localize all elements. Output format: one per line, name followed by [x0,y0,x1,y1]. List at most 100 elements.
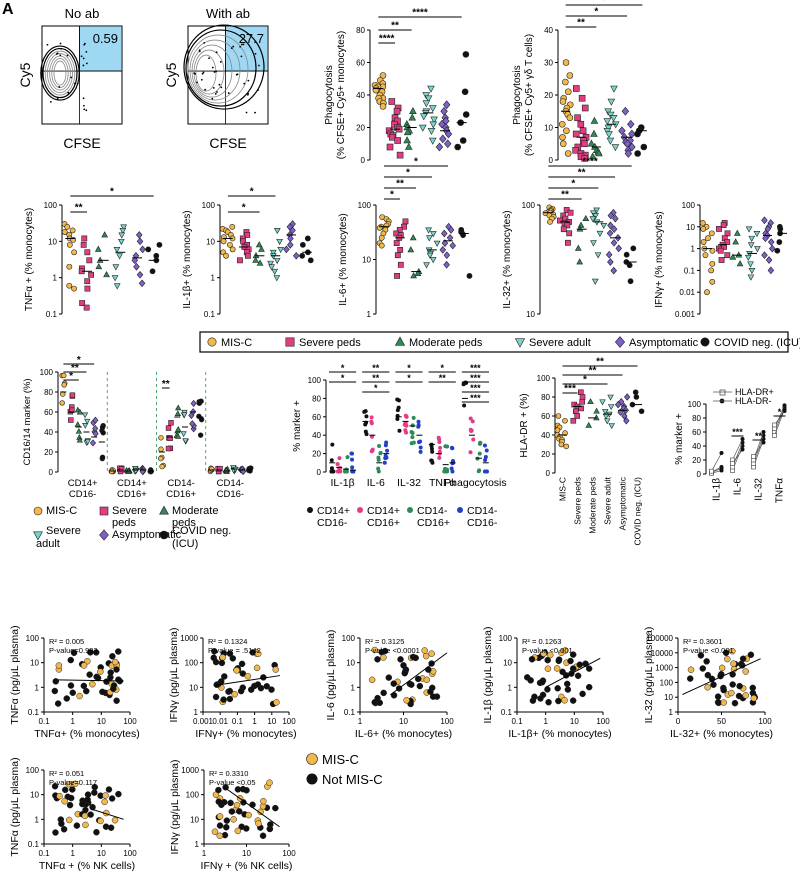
data-point [65,780,73,788]
data-point [433,240,441,247]
event-dot [254,111,256,114]
data-point [81,412,89,419]
p-value: P-value <0.001 [522,646,573,655]
data-point [59,400,65,406]
data-point [609,115,618,122]
r-squared: R² = 0.051 [49,769,84,778]
data-point [578,389,584,396]
contour-line [191,44,233,98]
significance-label: * [341,363,345,373]
chart-ifng-mono: 0.001 0.01 0.1 1 10 100 IFNγ+ (% monocytes) [654,201,787,319]
data-point [89,439,97,447]
data-point [728,689,735,697]
y-tick-label: 60 [692,428,701,437]
data-point [634,150,641,157]
legend-marker [159,505,169,515]
data-point [407,246,415,253]
group-label: MIS-C [558,477,568,501]
data-point [369,415,374,420]
y-tick-label: 40 [541,431,550,440]
data-point [555,697,562,705]
data-point [67,794,75,802]
legend-marker [207,337,217,347]
data-point [422,652,430,660]
data-point [409,107,417,114]
data-point [397,247,404,253]
data-point [350,457,355,462]
data-point [441,239,449,247]
data-point [273,257,281,265]
event-dot [219,61,222,63]
data-point [590,240,597,247]
data-point [427,128,436,135]
significance-label: **** [582,157,598,168]
y-tick-label: 10 [544,124,553,133]
data-point [428,137,437,145]
data-point [237,257,243,264]
y-tick-label: 60 [312,413,321,422]
y-tick-label: 20 [541,450,550,459]
data-point [446,233,454,242]
x-tick-label: 10 [97,849,106,858]
event-dot [240,55,243,58]
data-point [421,647,428,654]
data-point [225,688,232,695]
data-point [223,252,229,259]
y-tick-label: 0.1 [28,840,40,849]
data-point [559,133,566,141]
data-point [376,457,381,462]
data-point [430,460,435,465]
legend-label: COVID neg. (ICU) [714,337,800,349]
fit-line [57,679,124,682]
data-point [180,431,187,438]
legend-marker [99,506,109,516]
data-point [234,827,242,835]
chart-corr-ifng-mono: 1 10 100 1000 0.001 0.01 0.1 1 10 100 R² = 0.1324P… [168,628,297,740]
pair-line [711,452,722,472]
data-point [443,251,451,260]
y-axis-label: TNFα + (% monocytes) [24,208,35,311]
y-tick-label: 1 [35,815,40,824]
event-dot [83,104,85,107]
data-point [418,124,427,132]
data-point [558,120,566,128]
data-point [82,821,89,829]
legend-marker [306,753,318,765]
data-point [66,801,74,809]
y-tick-label: 40 [312,431,321,440]
data-point [113,247,121,254]
y-tick-label: 20 [544,91,553,100]
data-point [425,247,433,254]
data-point [414,675,422,683]
data-point [380,689,387,697]
data-point [156,241,163,248]
y-tick-label: 100 [185,659,199,668]
x-axis-label: IL-32+ (% monocytes) [670,728,773,740]
flow-title: With ab [206,6,250,21]
data-point [720,222,727,228]
data-point [612,214,619,223]
significance-label: ** [75,203,83,214]
y-tick-label: 100 [522,201,536,210]
data-point [577,221,585,228]
data-point [350,451,355,456]
event-dot [73,82,76,85]
data-point [573,408,579,415]
chart-cd16-14-subsets: 020406080100CD14+CD16-CD14+CD16+CD14-CD1… [22,355,254,550]
y-axis-label: IFNγ (pg/μL plasma) [169,760,181,855]
data-point [594,252,602,259]
significance-label: * [778,407,782,417]
y-tick-label: 60 [541,412,550,421]
data-point [376,466,381,471]
data-point [138,279,146,288]
contour-line [195,54,217,92]
y-tick-label: 0.1 [501,708,513,717]
data-point [139,245,146,254]
data-point [240,238,247,245]
data-point [607,211,615,220]
data-point [724,230,731,237]
data-point [562,647,569,654]
y-tick-label: 1 [691,245,696,254]
